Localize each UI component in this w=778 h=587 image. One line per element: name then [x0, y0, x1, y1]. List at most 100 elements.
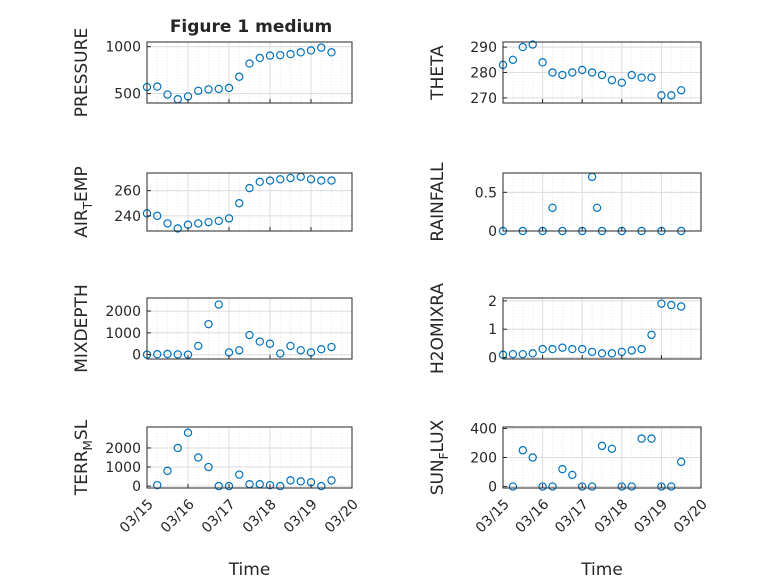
data-point — [528, 349, 537, 358]
y-axis-label: H2OMIXRA — [428, 283, 448, 374]
data-point — [597, 70, 607, 80]
data-point — [647, 434, 656, 443]
y-axis-label: TERRMSL — [72, 419, 95, 496]
data-point — [568, 68, 577, 77]
data-point — [548, 344, 557, 354]
data-point — [587, 68, 597, 77]
data-point — [276, 481, 285, 491]
y-tick-label: 0.5 — [475, 185, 497, 201]
chart-panel: 500 1000 PRESSURE — [72, 28, 353, 117]
data-point — [627, 346, 636, 355]
data-point — [592, 203, 602, 212]
data-point — [607, 75, 617, 85]
data-point — [163, 349, 172, 359]
data-point — [286, 50, 295, 59]
data-point — [518, 446, 528, 455]
data-point — [518, 42, 528, 52]
data-point — [607, 444, 617, 453]
y-tick-label: 0 — [488, 351, 497, 367]
data-point — [568, 344, 577, 354]
axes-box — [502, 172, 702, 232]
y-tick-label: 0 — [488, 480, 497, 496]
data-point — [265, 51, 275, 60]
data-point — [667, 91, 676, 100]
data-point — [627, 70, 636, 80]
data-point — [214, 300, 223, 309]
y-tick-label: 0 — [132, 479, 141, 495]
data-point — [538, 482, 547, 491]
data-point — [558, 70, 567, 80]
axes-box — [146, 426, 353, 489]
data-point — [677, 302, 686, 311]
data-point — [245, 330, 254, 340]
data-point — [286, 173, 295, 183]
x-tick-label: 03/16 — [513, 496, 553, 536]
y-tick-label: 290 — [470, 40, 497, 56]
y-axis-label: MIXDEPTH — [72, 284, 92, 373]
y-axis-label: SUNFLUX — [428, 419, 451, 495]
y-axis-label: PRESSURE — [72, 28, 92, 117]
data-point — [327, 476, 336, 485]
data-point — [548, 68, 557, 77]
data-point — [276, 349, 285, 358]
axes-box — [146, 41, 353, 104]
data-point — [558, 464, 567, 474]
chart-panel: 0 1 2 H2OMIXRA — [428, 283, 702, 374]
axes-box — [146, 297, 353, 360]
chart-panel: 240 260 AIRTEMP — [72, 166, 353, 238]
chart-panel: 0 0.5 RAINFALL — [428, 162, 702, 242]
data-point — [265, 176, 275, 185]
data-point — [224, 214, 234, 223]
data-point — [528, 453, 537, 462]
data-point — [617, 482, 627, 491]
data-point — [657, 299, 666, 308]
data-point — [296, 346, 305, 355]
data-point — [578, 65, 587, 75]
data-point — [235, 470, 244, 479]
y-tick-label: 400 — [470, 421, 497, 437]
x-tick-label: 03/19 — [281, 496, 321, 536]
x-tick-label: 03/17 — [199, 496, 239, 536]
data-point — [224, 481, 234, 491]
data-point — [548, 203, 557, 212]
x-tick-label: 03/17 — [552, 496, 592, 536]
data-point — [667, 482, 676, 491]
data-point — [538, 58, 547, 67]
data-point — [265, 480, 275, 490]
x-tick-label: 03/15 — [117, 496, 157, 536]
x-tick-label: 03/16 — [158, 496, 198, 536]
data-point — [255, 177, 264, 187]
data-point — [657, 91, 666, 100]
data-point — [153, 82, 162, 91]
chart-panel: 270 280 290 THETA — [428, 40, 702, 107]
data-point — [568, 470, 577, 480]
chart-panel: 0 200 400 03/15 03/16 03/17 03/18 03/19 03/20 Tim… — [428, 419, 711, 580]
data-point — [677, 86, 686, 95]
data-point — [508, 55, 518, 64]
data-point — [548, 482, 557, 491]
data-point — [153, 211, 162, 221]
data-point — [317, 344, 326, 354]
data-point — [528, 40, 537, 49]
data-point — [637, 73, 646, 82]
data-point — [647, 73, 656, 82]
data-point — [617, 78, 627, 87]
data-point — [657, 482, 666, 491]
data-point — [578, 482, 587, 491]
data-point — [637, 344, 646, 354]
data-point — [647, 330, 656, 340]
y-tick-label: 0 — [488, 224, 497, 240]
data-point — [306, 46, 316, 55]
plot-area — [147, 173, 352, 231]
data-point — [194, 341, 203, 351]
y-tick-label: 280 — [470, 66, 497, 82]
y-tick-label: 270 — [470, 91, 497, 107]
data-point — [224, 83, 234, 93]
data-point — [677, 457, 686, 467]
data-point — [214, 84, 223, 94]
data-point — [587, 482, 597, 491]
y-tick-label: 0 — [132, 348, 141, 364]
data-point — [296, 477, 305, 486]
x-tick-label: 03/20 — [322, 496, 362, 536]
y-tick-label: 240 — [114, 209, 141, 225]
